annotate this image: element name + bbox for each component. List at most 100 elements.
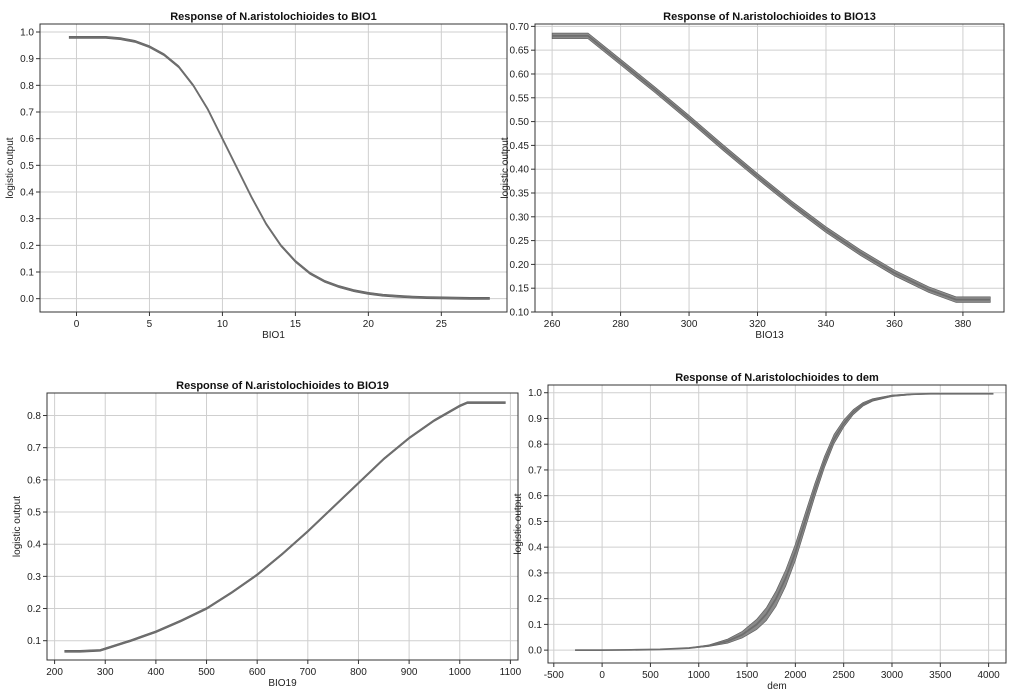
y-tick-label: 0.6	[27, 475, 41, 486]
y-tick-label: 0.40	[510, 165, 530, 176]
y-tick-label: 0.2	[27, 604, 41, 615]
x-tick-label: 380	[955, 319, 972, 330]
plot-frame	[547, 384, 1007, 664]
y-tick-label: 1.0	[528, 388, 542, 399]
y-tick-label: 0.4	[20, 188, 34, 199]
x-tick-label: 600	[249, 667, 266, 678]
y-tick-label: 0.1	[528, 620, 542, 631]
y-tick-label: 0.25	[510, 236, 530, 247]
x-axis-label: BIO13	[755, 330, 784, 341]
y-tick-label: 0.7	[20, 108, 34, 119]
y-axis-label: logistic output	[12, 496, 23, 557]
x-tick-label: 320	[749, 319, 766, 330]
x-tick-label: 200	[46, 667, 63, 678]
y-tick-label: 0.10	[510, 308, 530, 319]
y-tick-label: 0.8	[20, 81, 34, 92]
x-tick-label: 5	[147, 319, 153, 330]
chart-bio1: 0 5 10 15 20 25 0.0 0.1 0.2 0.3 0.4 0.5 0.6 0.7 0.8 0.9…	[5, 11, 508, 341]
x-tick-label: 300	[681, 319, 698, 330]
x-tick-label: -500	[544, 670, 564, 681]
y-tick-label: 1.0	[20, 28, 34, 39]
x-tick-label: 280	[612, 319, 629, 330]
y-axis-label: logistic output	[500, 137, 511, 198]
y-tick-label: 0.0	[528, 646, 542, 657]
y-tick-label: 0.2	[528, 594, 542, 605]
y-tick-label: 0.30	[510, 212, 530, 223]
y-tick-label: 0.60	[510, 69, 530, 80]
x-tick-label: 3500	[929, 670, 952, 681]
x-tick-label: 500	[198, 667, 215, 678]
y-axis-label: logistic output	[513, 493, 524, 554]
x-tick-label: 2500	[833, 670, 856, 681]
y-tick-label: 0.0	[20, 294, 34, 305]
confidence-band	[575, 393, 994, 651]
x-tick-label: 500	[642, 670, 659, 681]
x-tick-label: 2000	[784, 670, 807, 681]
plot-frame	[39, 23, 508, 313]
y-tick-label: 0.3	[528, 568, 542, 579]
x-tick-label: 0	[599, 670, 605, 681]
y-tick-label: 0.45	[510, 141, 530, 152]
y-tick-label: 0.15	[510, 284, 530, 295]
plot-area	[535, 24, 1004, 312]
series-line	[64, 401, 506, 653]
confidence-band	[551, 32, 991, 303]
x-tick-label: 700	[299, 667, 316, 678]
series-line	[552, 35, 991, 301]
y-tick-label: 0.8	[528, 440, 542, 451]
y-tick-label: 0.20	[510, 260, 530, 271]
x-tick-label: 4000	[977, 670, 1000, 681]
y-tick-label: 0.1	[20, 268, 34, 279]
x-tick-label: 1100	[500, 667, 522, 678]
x-tick-label: 15	[290, 319, 302, 330]
x-tick-label: 1500	[736, 670, 759, 681]
chart-dem: -500 0 500 1000 1500 2000 2500 3000 3500 4000 0.0 0…	[513, 372, 1007, 692]
y-tick-label: 0.65	[510, 46, 530, 57]
plot-area	[47, 393, 518, 660]
x-tick-label: 1000	[688, 670, 711, 681]
x-tick-label: 10	[217, 319, 229, 330]
x-tick-label: 340	[818, 319, 835, 330]
series-line	[575, 392, 994, 652]
series-line	[69, 36, 490, 300]
plot-area	[548, 385, 1006, 663]
y-tick-label: 0.1	[27, 636, 41, 647]
y-tick-label: 0.3	[20, 214, 34, 225]
chart-title: Response of N.aristolochioides to dem	[675, 372, 879, 384]
plot-frame	[46, 392, 519, 661]
chart-bio19: 200 300 400 500 600 700 800 900 1000 1100 0.1 0.2 0.…	[12, 380, 522, 689]
chart-bio13: 260 280 300 320 340 360 380 0.10 0.15 0.20 0.25 0.3…	[500, 11, 1005, 341]
y-tick-label: 0.4	[528, 543, 542, 554]
chart-title: Response of N.aristolochioides to BIO13	[663, 11, 876, 23]
y-tick-label: 0.5	[528, 517, 542, 528]
y-tick-label: 0.8	[27, 411, 41, 422]
y-tick-label: 0.4	[27, 540, 41, 551]
x-tick-label: 0	[74, 319, 80, 330]
x-tick-label: 300	[97, 667, 114, 678]
x-axis-label: BIO19	[268, 678, 297, 689]
x-tick-label: 360	[886, 319, 903, 330]
y-tick-label: 0.6	[528, 491, 542, 502]
y-tick-label: 0.5	[27, 508, 41, 519]
plot-frame	[534, 23, 1005, 313]
y-tick-label: 0.35	[510, 188, 530, 199]
y-tick-label: 0.55	[510, 93, 530, 104]
plot-area	[40, 24, 507, 312]
chart-title: Response of N.aristolochioides to BIO1	[170, 11, 377, 23]
y-tick-label: 0.2	[20, 241, 34, 252]
y-tick-label: 0.3	[27, 572, 41, 583]
y-tick-label: 0.9	[528, 414, 542, 425]
x-tick-label: 800	[350, 667, 367, 678]
x-tick-label: 25	[436, 319, 448, 330]
x-tick-label: 900	[401, 667, 418, 678]
y-tick-label: 0.6	[20, 134, 34, 145]
x-tick-label: 1000	[449, 667, 472, 678]
x-axis-label: dem	[767, 681, 786, 689]
x-tick-label: 260	[544, 319, 561, 330]
x-tick-label: 3000	[881, 670, 904, 681]
y-tick-label: 0.70	[510, 22, 530, 33]
x-tick-label: 20	[363, 319, 375, 330]
y-tick-label: 0.7	[27, 443, 41, 454]
